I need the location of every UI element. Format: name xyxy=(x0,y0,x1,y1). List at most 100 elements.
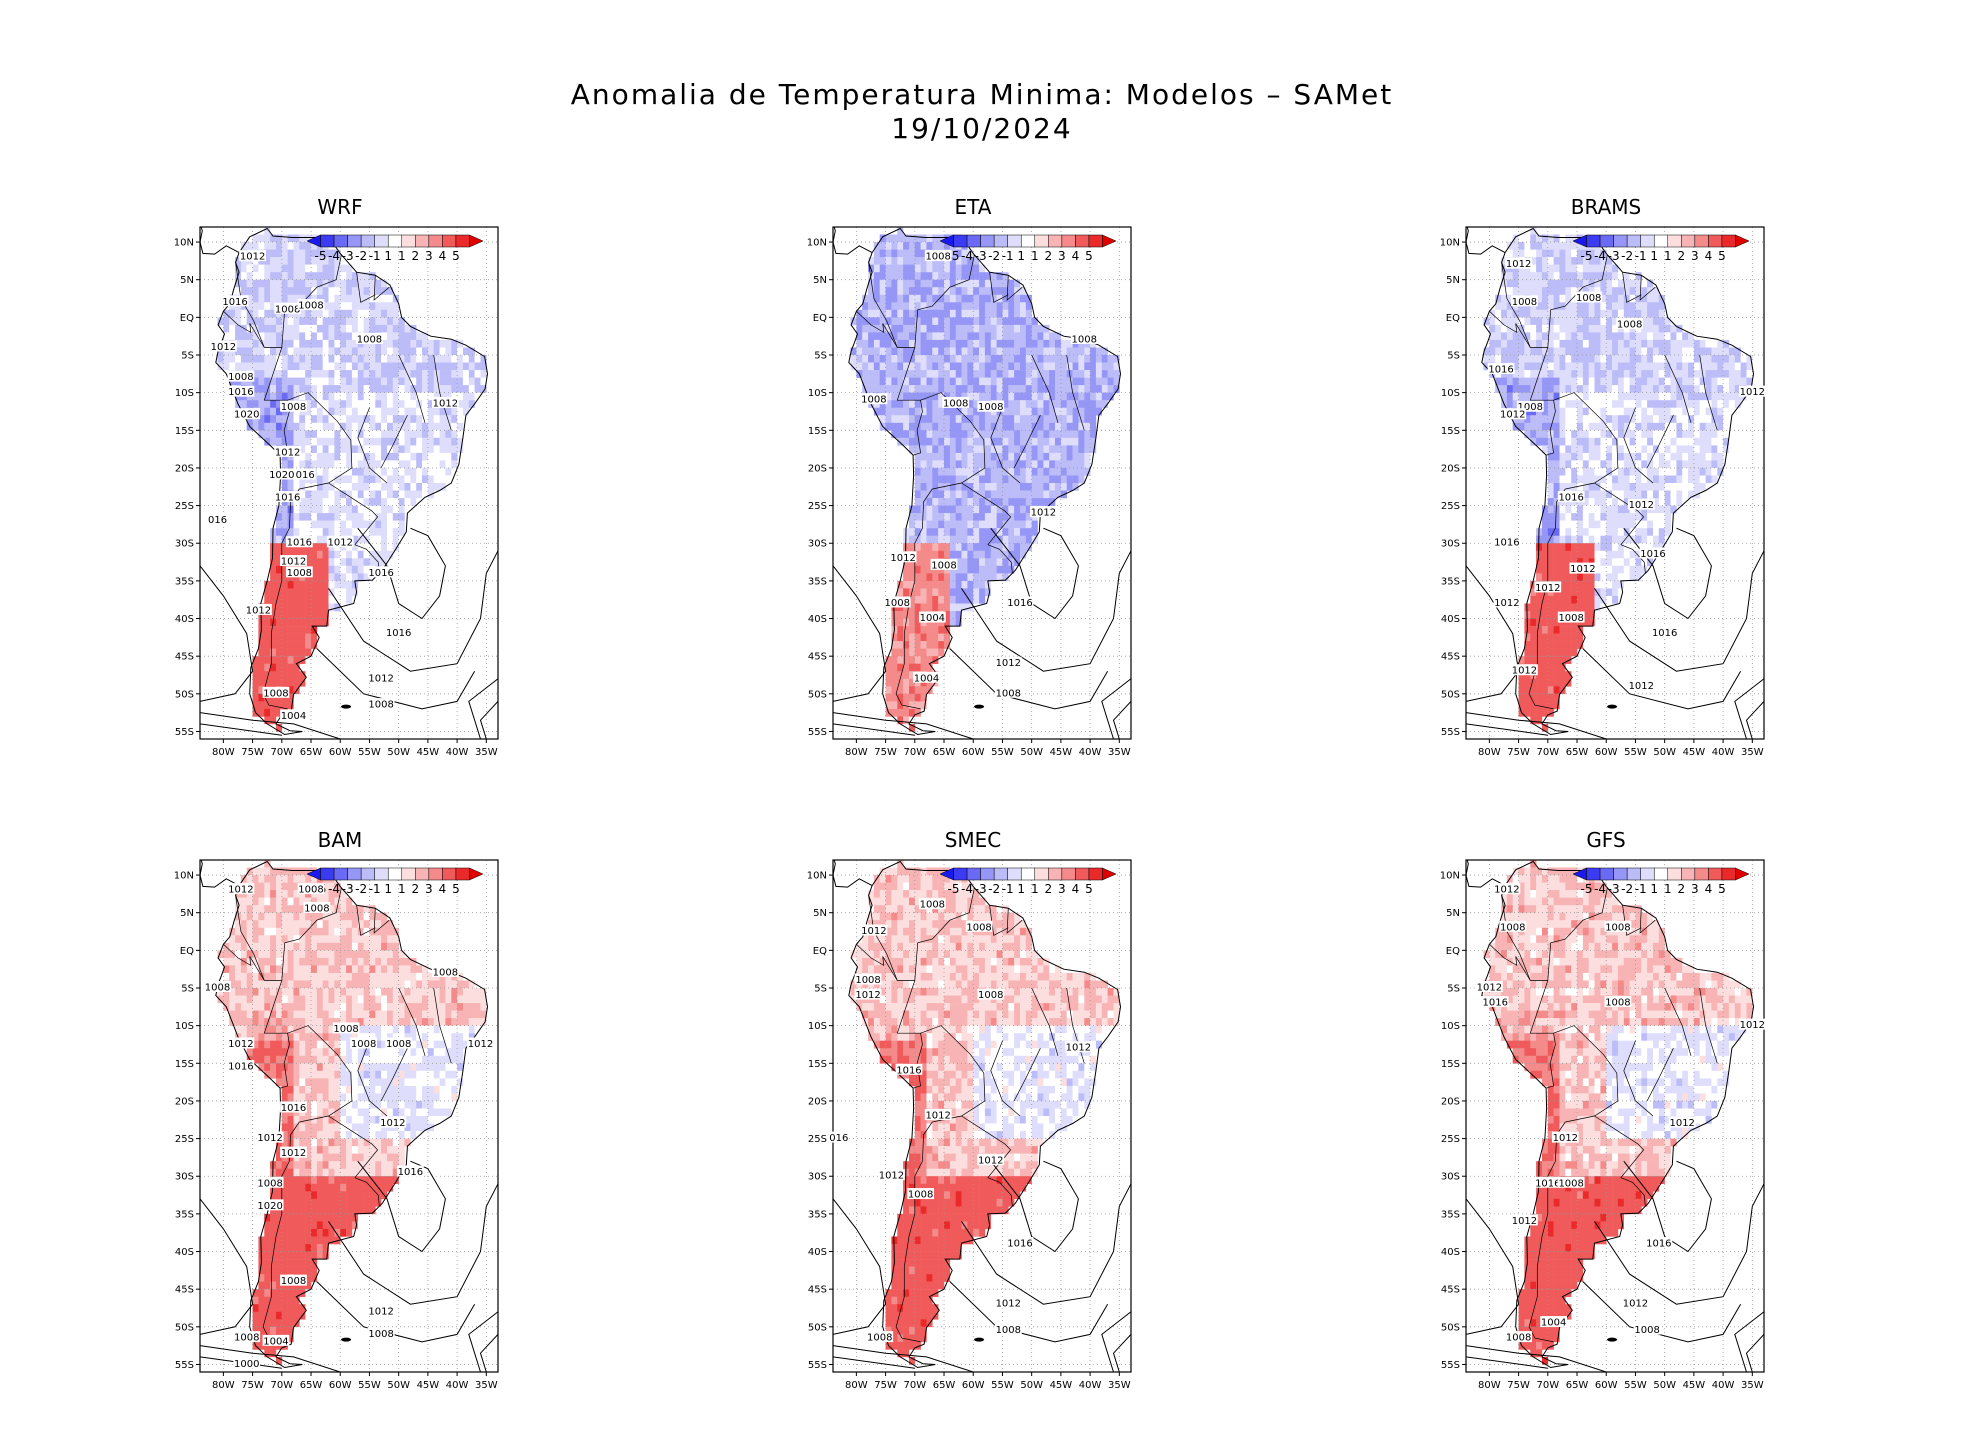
anomaly-cell xyxy=(1600,392,1607,401)
anomaly-cell xyxy=(1002,400,1009,408)
anomaly-cell xyxy=(1565,302,1572,311)
anomaly-cell xyxy=(427,355,434,363)
anomaly-cell xyxy=(252,302,259,311)
anomaly-cell xyxy=(363,287,370,295)
anomaly-cell xyxy=(328,565,335,574)
anomaly-cell xyxy=(990,339,997,348)
anomaly-cell xyxy=(1542,279,1549,288)
anomaly-cell xyxy=(891,362,898,371)
anomaly-cell xyxy=(1664,505,1671,514)
anomaly-cell xyxy=(926,565,933,574)
anomaly-cell xyxy=(1020,452,1027,461)
anomaly-cell xyxy=(1078,422,1085,431)
anomaly-cell xyxy=(909,355,916,363)
anomaly-cell xyxy=(1055,437,1062,446)
anomaly-cell xyxy=(1600,595,1607,604)
anomaly-cell xyxy=(363,362,370,371)
anomaly-cell xyxy=(914,686,921,695)
anomaly-cell xyxy=(996,513,1003,521)
anomaly-cell xyxy=(351,520,358,529)
anomaly-cell xyxy=(1055,467,1062,476)
anomaly-cell xyxy=(1664,445,1671,454)
anomaly-cell xyxy=(1002,520,1009,529)
anomaly-cell xyxy=(1688,415,1695,423)
anomaly-cell xyxy=(416,370,423,378)
anomaly-cell xyxy=(979,332,986,341)
anomaly-cell xyxy=(305,611,312,619)
anomaly-cell xyxy=(1600,513,1607,521)
anomaly-cell xyxy=(1664,385,1671,393)
anomaly-cell xyxy=(926,355,933,363)
anomaly-cell xyxy=(328,400,335,408)
anomaly-cell xyxy=(1565,294,1572,303)
anomaly-cell xyxy=(967,483,974,491)
anomaly-cell xyxy=(246,272,253,280)
anomaly-cell xyxy=(1014,490,1021,499)
ytick-label: 5S xyxy=(814,351,827,362)
anomaly-cell xyxy=(967,558,974,567)
anomaly-cell xyxy=(1002,475,1009,484)
anomaly-cell xyxy=(938,626,945,634)
anomaly-cell xyxy=(1623,437,1630,446)
anomaly-cell xyxy=(920,550,927,559)
anomaly-cell xyxy=(276,580,283,589)
anomaly-cell xyxy=(1553,618,1560,627)
anomaly-cell xyxy=(891,355,898,363)
anomaly-cell xyxy=(1536,377,1543,386)
anomaly-cell xyxy=(322,550,329,559)
anomaly-cell xyxy=(334,415,341,423)
anomaly-cell xyxy=(1600,377,1607,386)
anomaly-cell xyxy=(351,490,358,499)
anomaly-cell xyxy=(955,498,962,506)
anomaly-cell xyxy=(1688,430,1695,439)
anomaly-cell xyxy=(1699,347,1706,356)
anomaly-cell xyxy=(938,347,945,356)
anomaly-cell xyxy=(252,242,259,250)
anomaly-cell xyxy=(979,362,986,371)
anomaly-cell xyxy=(1617,339,1624,348)
anomaly-cell xyxy=(979,558,986,567)
anomaly-cell xyxy=(1617,437,1624,446)
anomaly-cell xyxy=(1600,430,1607,439)
anomaly-cell xyxy=(1711,370,1718,378)
anomaly-cell xyxy=(404,392,411,401)
anomaly-cell xyxy=(322,467,329,476)
anomaly-cell xyxy=(1060,392,1067,401)
anomaly-cell xyxy=(1647,467,1654,476)
anomaly-cell xyxy=(990,565,997,574)
anomaly-cell xyxy=(322,347,329,356)
anomaly-cell xyxy=(920,558,927,567)
anomaly-cell xyxy=(340,565,347,574)
anomaly-cell xyxy=(281,392,288,401)
anomaly-cell xyxy=(1647,535,1654,544)
anomaly-cell xyxy=(305,272,312,280)
isobar-line xyxy=(200,723,282,736)
anomaly-cell xyxy=(897,317,904,326)
anomaly-cell xyxy=(1530,309,1537,318)
anomaly-cell xyxy=(1676,407,1683,416)
anomaly-cell xyxy=(903,242,910,250)
anomaly-cell xyxy=(240,279,247,288)
anomaly-cell xyxy=(967,347,974,356)
anomaly-cell xyxy=(891,392,898,401)
anomaly-cell xyxy=(873,355,880,363)
anomaly-cell xyxy=(316,377,323,386)
anomaly-cell xyxy=(1518,309,1525,318)
anomaly-cell xyxy=(1612,264,1619,273)
anomaly-cell xyxy=(1031,377,1038,386)
anomaly-cell xyxy=(410,377,417,386)
anomaly-cell xyxy=(1008,317,1015,326)
anomaly-cell xyxy=(1547,656,1554,664)
anomaly-cell xyxy=(316,422,323,431)
anomaly-cell xyxy=(299,279,306,288)
anomaly-cell xyxy=(1577,580,1584,589)
anomaly-cell xyxy=(1571,648,1578,657)
anomaly-cell xyxy=(305,332,312,341)
anomaly-cell xyxy=(1699,355,1706,363)
anomaly-cell xyxy=(1647,543,1654,551)
anomaly-cell xyxy=(1588,573,1595,582)
anomaly-cell xyxy=(1682,452,1689,461)
anomaly-cell xyxy=(979,528,986,536)
anomaly-cell xyxy=(903,317,910,326)
anomaly-cell xyxy=(1699,422,1706,431)
